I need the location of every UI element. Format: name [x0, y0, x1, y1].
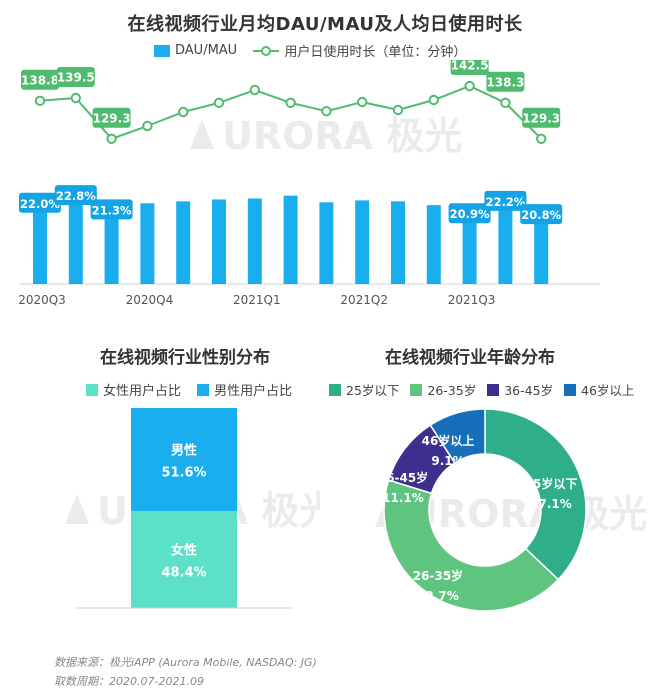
- watermark-top: URORA 极光: [190, 114, 462, 158]
- bar-2021-01: [248, 199, 262, 285]
- gender-chart-title: 在线视频行业性别分布: [60, 343, 310, 368]
- usage-point-2020-08: [72, 94, 80, 102]
- watermark-top-text: URORA 极光: [222, 114, 462, 158]
- top-chart-legend: DAU/MAU 用户日使用时长（单位：分钟）: [154, 41, 478, 61]
- legend-line-swatch: [253, 45, 279, 57]
- usage-point-2021-06: [430, 96, 438, 104]
- watermark-top-mark: [190, 119, 214, 149]
- bar-label-2020-09: 21.3%: [92, 203, 132, 217]
- line-label-2020-08: 139.5: [57, 71, 95, 85]
- usage-point-2021-07: [465, 82, 473, 90]
- bar-2021-02: [284, 196, 298, 284]
- usage-point-2020-11: [179, 108, 187, 116]
- line-label-2020-09: 129.3: [93, 111, 131, 125]
- legend-age-36-45-swatch: [487, 384, 499, 396]
- legend-female-swatch: [86, 384, 98, 396]
- legend-male-swatch: [197, 384, 209, 396]
- usage-point-2021-01: [251, 86, 259, 94]
- legend-dau-mau: DAU/MAU: [154, 43, 237, 58]
- x-tick-2021Q3: 2021Q3: [448, 293, 496, 307]
- watermark-age-text: URORA 极光: [407, 492, 647, 536]
- bar-2021-04: [355, 200, 369, 284]
- gender-segment-value-1: 48.4%: [161, 566, 206, 581]
- legend-age-under25-label: 25岁以下: [346, 380, 399, 399]
- age-slice-label-2: 36-45岁: [378, 470, 428, 485]
- legend-age-36-45-label: 36-45岁: [504, 380, 553, 399]
- line-label-2020-07: 138.8: [21, 73, 59, 87]
- age-chart-legend: 25岁以下 26-35岁 36-45岁 46岁以上: [329, 380, 634, 399]
- legend-female-label: 女性用户占比: [103, 380, 181, 399]
- bar-label-2020-08: 22.8%: [56, 189, 96, 203]
- usage-point-2021-03: [322, 107, 330, 115]
- usage-point-2020-10: [143, 122, 151, 130]
- legend-age-under25-swatch: [329, 384, 341, 396]
- bar-label-2021-08: 22.2%: [485, 195, 525, 209]
- line-label-2021-07: 142.5: [451, 60, 489, 73]
- legend-male-label: 男性用户占比: [214, 380, 292, 399]
- age-slice-label-0: 25岁以下: [525, 476, 578, 491]
- gender-segment-label-0: 男性: [171, 443, 197, 459]
- line-label-2021-08: 138.3: [486, 75, 524, 89]
- watermark-gender-mark: [65, 494, 89, 524]
- legend-age-under25: 25岁以下: [329, 380, 399, 399]
- x-tick-2020Q3: 2020Q3: [18, 293, 66, 307]
- age-slice-value-1: 42.7%: [417, 589, 459, 603]
- bar-2020-11: [176, 201, 190, 284]
- age-slice-label-3: 46岁以上: [422, 433, 475, 448]
- x-tick-2021Q2: 2021Q2: [340, 293, 388, 307]
- usage-point-2021-05: [394, 106, 402, 114]
- usage-point-2020-07: [36, 97, 44, 105]
- bar-2020-12: [212, 199, 226, 284]
- bar-2021-03: [319, 202, 333, 284]
- x-tick-2021Q1: 2021Q1: [233, 293, 281, 307]
- legend-age-26-35: 26-35岁: [410, 380, 476, 399]
- age-slice-label-1: 26-35岁: [413, 568, 463, 583]
- usage-point-2021-02: [286, 99, 294, 107]
- gender-segment-label-1: 女性: [171, 543, 197, 559]
- bar-2021-05: [391, 201, 405, 284]
- bar-label-2021-09: 20.8%: [521, 208, 561, 222]
- legend-age-46plus: 46岁以上: [564, 380, 634, 399]
- legend-age-36-45: 36-45岁: [487, 380, 553, 399]
- legend-female: 女性用户占比: [86, 380, 181, 399]
- line-label-2021-09: 129.3: [522, 111, 560, 125]
- usage-point-2021-08: [501, 99, 509, 107]
- data-source-note: 数据来源：极光iAPP (Aurora Mobile, NASDAQ: JG): [54, 654, 317, 670]
- legend-bar-label: DAU/MAU: [175, 43, 237, 58]
- usage-point-2020-12: [215, 99, 223, 107]
- usage-point-2021-04: [358, 98, 366, 106]
- usage-point-2021-09: [537, 135, 545, 143]
- x-tick-2020Q4: 2020Q4: [126, 293, 174, 307]
- legend-usage-time: 用户日使用时长（单位：分钟）: [253, 41, 466, 60]
- gender-segment-0: [131, 408, 237, 511]
- legend-male: 男性用户占比: [197, 380, 292, 399]
- bar-label-2020-07: 22.0%: [20, 197, 60, 211]
- legend-age-26-35-label: 26-35岁: [427, 380, 476, 399]
- legend-line-label: 用户日使用时长（单位：分钟）: [284, 41, 466, 60]
- dau-mau-usage-chart: URORA 极光 22.0%22.8%21.3% 20.9%22.2%20.8% 13…: [0, 60, 650, 320]
- age-slice-value-3: 9.1%: [431, 454, 464, 468]
- legend-bar-swatch: [154, 45, 170, 57]
- gender-segment-1: [131, 511, 237, 608]
- age-slice-value-0: 37.1%: [530, 497, 572, 511]
- age-slice-value-2: 11.1%: [382, 491, 424, 505]
- usage-point-2020-09: [107, 135, 115, 143]
- data-period-note: 取数周期：2020.07-2021.09: [54, 673, 204, 689]
- bar-2021-06: [427, 205, 441, 284]
- legend-age-46plus-swatch: [564, 384, 576, 396]
- legend-age-26-35-swatch: [410, 384, 422, 396]
- legend-age-46plus-label: 46岁以上: [581, 380, 634, 399]
- age-donut-chart: URORA 极光25岁以下 37.1% 26-35岁 42.7% 36-45岁 11.1%…: [330, 405, 650, 625]
- bar-2020-10: [140, 203, 154, 284]
- top-chart-title: 在线视频行业月均DAU/MAU及人均日使用时长: [0, 10, 650, 36]
- gender-chart-legend: 女性用户占比 男性用户占比: [86, 380, 304, 400]
- gender-segment-value-0: 51.6%: [161, 466, 206, 481]
- bar-label-2021-07: 20.9%: [450, 207, 490, 221]
- age-chart-title: 在线视频行业年龄分布: [340, 343, 600, 368]
